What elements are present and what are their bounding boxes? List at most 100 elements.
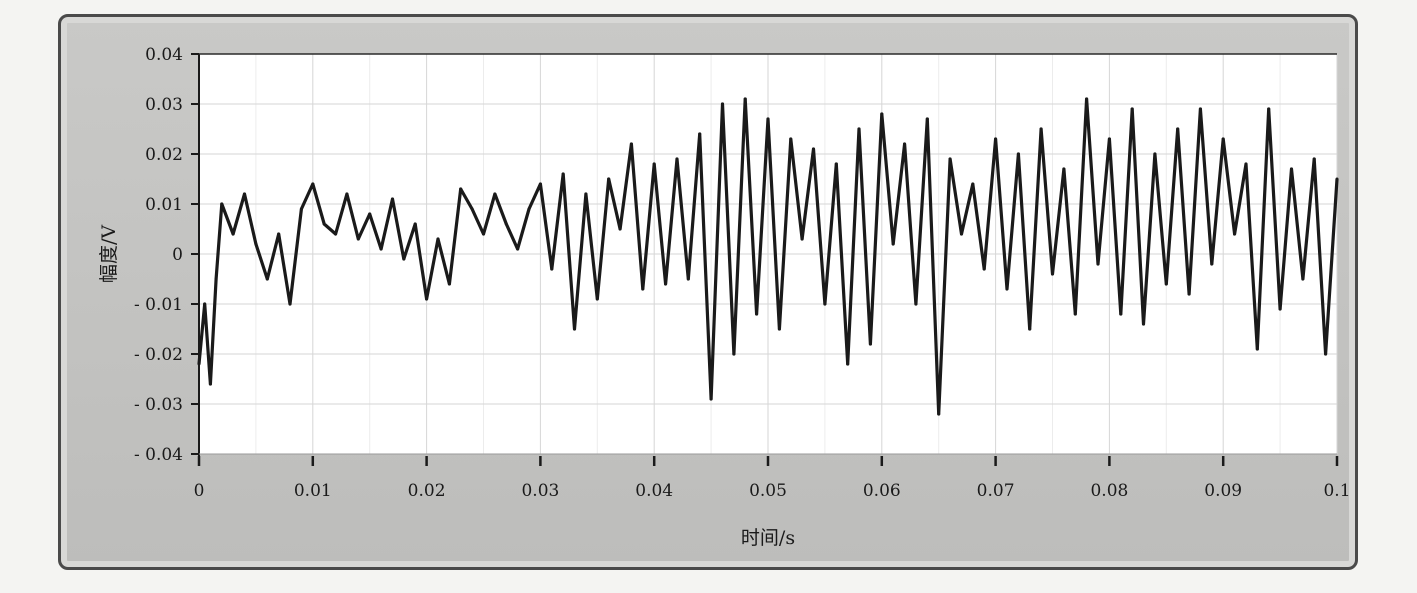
y-tick-label: - 0.01: [134, 295, 183, 315]
data-point: [243, 192, 247, 196]
data-point: [482, 232, 485, 236]
x-tick-label: 0.05: [749, 481, 787, 501]
data-point: [607, 177, 611, 181]
data-point: [698, 132, 702, 136]
data-point: [868, 342, 872, 346]
data-point: [311, 182, 315, 186]
data-point: [743, 97, 747, 101]
y-tick-label: 0.02: [145, 145, 183, 165]
data-point: [618, 227, 622, 231]
data-point: [584, 192, 588, 196]
data-point: [937, 412, 941, 416]
data-point: [538, 182, 542, 186]
data-point: [470, 207, 474, 211]
data-point: [1187, 292, 1191, 296]
x-axis-title: 时间/s: [741, 527, 795, 549]
data-point: [459, 187, 463, 191]
data-point: [1039, 127, 1043, 131]
data-point: [1085, 97, 1089, 101]
data-point: [755, 312, 759, 316]
data-point: [812, 147, 816, 151]
data-point: [379, 247, 383, 251]
y-tick-label: 0.01: [145, 195, 183, 215]
data-point: [322, 222, 326, 226]
chart: 0 0.01 0.02 0.03 0.04 0.05 0.06 0.07 0.08 0.09 0.1…: [98, 45, 1351, 549]
data-point: [1130, 107, 1134, 111]
tick-labels: 0 0.01 0.02 0.03 0.04 0.05 0.06 0.07 0.08 0.09 0.1…: [134, 45, 1351, 501]
data-point: [1016, 152, 1020, 156]
data-point: [777, 327, 781, 331]
data-point: [709, 397, 713, 401]
data-point: [1073, 312, 1077, 316]
data-point: [334, 232, 338, 236]
data-point: [891, 242, 895, 246]
data-point: [561, 172, 565, 176]
data-point: [265, 277, 269, 281]
data-point: [208, 382, 212, 386]
data-point: [436, 237, 440, 241]
data-point: [880, 112, 884, 116]
data-point: [652, 162, 656, 166]
data-point: [1051, 272, 1054, 276]
data-point: [220, 202, 224, 206]
data-point: [390, 197, 394, 201]
data-point: [299, 207, 303, 211]
data-point: [948, 157, 952, 161]
data-point: [675, 157, 679, 161]
grid: [198, 53, 1338, 455]
data-point: [516, 247, 520, 251]
data-point: [846, 362, 850, 366]
data-point: [971, 182, 975, 186]
data-point: [1198, 107, 1202, 111]
y-tick-label: 0.04: [145, 45, 183, 65]
y-tick-label: 0.03: [145, 95, 183, 115]
data-point: [1164, 282, 1168, 286]
data-point: [231, 232, 235, 236]
data-point: [1244, 162, 1248, 166]
y-tick-label: - 0.02: [134, 345, 183, 365]
data-point: [686, 277, 690, 281]
x-tick-label: 0.06: [863, 481, 901, 501]
series-layer: [197, 97, 1339, 416]
y-axis-title: 幅度/V: [98, 225, 120, 283]
data-point: [1153, 152, 1157, 156]
data-point: [1107, 137, 1111, 141]
data-point: [914, 302, 918, 306]
data-point: [277, 232, 281, 236]
data-point: [356, 237, 360, 241]
data-point: [629, 142, 633, 146]
y-tick-label: 0: [172, 245, 183, 265]
x-tick-label: 0.09: [1204, 481, 1242, 501]
data-point: [1233, 232, 1237, 236]
data-point: [766, 117, 770, 121]
data-point: [857, 127, 861, 131]
data-point: [925, 117, 929, 121]
data-point: [720, 102, 724, 106]
data-point: [1062, 167, 1066, 171]
data-point: [288, 302, 292, 306]
data-point: [641, 287, 645, 291]
data-point: [595, 297, 599, 301]
data-point: [1119, 312, 1123, 316]
chart-frame: 0 0.01 0.02 0.03 0.04 0.05 0.06 0.07 0.08 0.09 0.1…: [58, 14, 1358, 570]
data-point: [254, 242, 258, 246]
data-point: [959, 232, 963, 236]
data-point: [1096, 262, 1100, 266]
x-tick-label: 0.07: [977, 481, 1015, 501]
data-point: [214, 277, 218, 281]
data-point: [1324, 352, 1328, 356]
data-point: [425, 297, 429, 301]
y-tick-label: - 0.03: [134, 395, 183, 415]
data-point: [789, 137, 793, 141]
data-point: [1335, 177, 1339, 181]
data-point: [493, 192, 497, 196]
x-tick-label: 0.01: [294, 481, 332, 501]
data-point: [504, 222, 508, 226]
data-point: [1142, 322, 1146, 326]
data-point: [1301, 277, 1305, 281]
data-point: [368, 212, 372, 216]
data-point: [834, 162, 838, 166]
data-point: [1176, 127, 1180, 131]
x-tick-label: 0.1: [1323, 481, 1350, 501]
data-point: [527, 207, 531, 211]
